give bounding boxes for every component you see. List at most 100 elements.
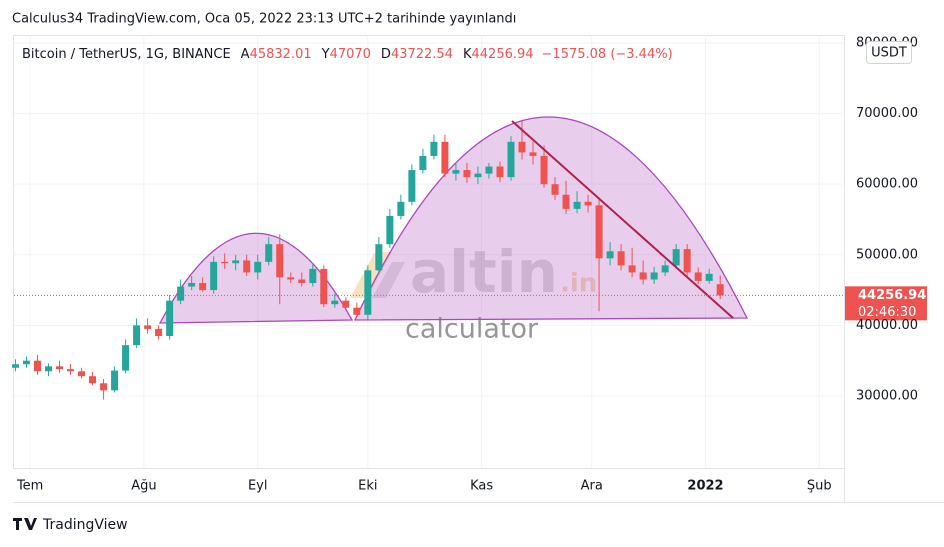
- candle-body: [441, 141, 449, 174]
- candle-body: [78, 371, 86, 377]
- candle-body: [33, 360, 41, 372]
- x-tick-label: 2022: [687, 479, 723, 494]
- candle-body: [705, 273, 713, 281]
- candle-body: [188, 283, 196, 287]
- ohlc-label: D: [381, 47, 391, 62]
- candle-body: [661, 265, 669, 273]
- y-tick-label: 30000.00: [856, 388, 918, 403]
- candle-body: [386, 215, 394, 245]
- symbol-title: Bitcoin / TetherUS, 1G, BINANCE: [22, 47, 231, 62]
- y-tick-label: 70000.00: [856, 106, 918, 121]
- published-note: Calculus34 TradingView.com, Oca 05, 2022…: [12, 12, 516, 27]
- candle-body: [353, 307, 361, 315]
- candle-body: [364, 270, 372, 315]
- ohlc-value: 44256.94: [472, 47, 534, 62]
- ohlc-value: 43722.54: [391, 47, 453, 62]
- watermark-suffix: .in: [560, 269, 597, 299]
- candle-body: [540, 155, 548, 185]
- ohlc-label: K: [463, 47, 472, 62]
- candle-body: [133, 325, 141, 346]
- drawings: [158, 116, 749, 324]
- candle-body: [518, 141, 526, 153]
- candle-body: [243, 260, 251, 273]
- candle-body: [716, 284, 724, 296]
- candle-body: [452, 170, 460, 174]
- candle-body: [89, 376, 97, 384]
- candle-body: [22, 360, 30, 365]
- candle-body: [430, 141, 438, 156]
- watermark-band: [382, 313, 562, 322]
- change: −1575.08 (−3.44%): [542, 47, 673, 62]
- candle-body: [463, 170, 471, 178]
- candle-body: [419, 155, 427, 171]
- y-tick-label: 50000.00: [856, 247, 918, 262]
- watermark-logo: [372, 262, 405, 298]
- ohlc-value: 45832.01: [250, 47, 312, 62]
- candle-body: [45, 366, 53, 372]
- last-price-label: 44256.94: [858, 288, 926, 303]
- candle-body: [100, 383, 108, 391]
- candle-body: [672, 249, 680, 266]
- candle-body: [67, 369, 75, 372]
- x-tick-label: Ağu: [131, 479, 156, 494]
- x-tick-label: Eyl: [248, 479, 268, 494]
- candle-body: [331, 300, 339, 305]
- candle-body: [529, 152, 537, 156]
- candle-body: [562, 194, 570, 209]
- grid: [14, 35, 845, 468]
- candle-body: [683, 249, 691, 273]
- candle-body: [694, 272, 702, 281]
- x-tick-label: Tem: [16, 479, 43, 494]
- currency-button[interactable]: [866, 41, 912, 64]
- countdown: 02:46:30: [858, 305, 916, 320]
- candle-body: [11, 364, 19, 368]
- candle-body: [166, 300, 174, 336]
- candle-body: [496, 166, 504, 178]
- watermark-brand: altin: [410, 238, 558, 306]
- candle-body: [397, 201, 405, 216]
- cup-shape: [158, 232, 354, 324]
- trend-line: [511, 120, 734, 319]
- currency[interactable]: USDT: [871, 46, 907, 61]
- candle-body: [298, 279, 306, 284]
- ohlc-value: 47070: [330, 47, 371, 62]
- candle-body: [408, 170, 416, 202]
- candle-body: [485, 166, 493, 174]
- candle-body: [628, 265, 636, 273]
- x-tick-label: Eki: [358, 479, 377, 494]
- candles: [11, 120, 724, 400]
- candle-body: [199, 283, 207, 291]
- ohlc-label: A: [241, 47, 250, 62]
- candle-body: [56, 366, 64, 370]
- candle-body: [639, 272, 647, 280]
- candle-body: [122, 345, 130, 371]
- y-tick-label: 60000.00: [856, 177, 918, 192]
- x-tick-label: Şub: [807, 479, 832, 494]
- candle-body: [606, 251, 614, 259]
- candle-body: [210, 261, 218, 291]
- candle-body: [584, 201, 592, 206]
- candle-body: [221, 261, 229, 264]
- x-tick-label: Ara: [581, 479, 603, 494]
- ohlc-label: Y: [321, 47, 330, 62]
- cup-shape: [353, 116, 749, 321]
- candle-body: [551, 184, 559, 195]
- candle-body: [474, 173, 482, 178]
- watermark: altin .in calculator: [350, 238, 597, 345]
- candle-body: [287, 277, 295, 280]
- candle-body: [265, 244, 273, 262]
- candle-body: [155, 328, 163, 336]
- footer-brand: TradingView: [42, 517, 128, 533]
- candle-body: [595, 205, 603, 259]
- candle-body: [342, 300, 350, 308]
- candle-body: [276, 244, 284, 278]
- candle-body: [232, 260, 240, 264]
- candle-body: [177, 286, 185, 301]
- candle-body: [617, 251, 625, 266]
- candle-body: [573, 201, 581, 209]
- candle-body: [254, 261, 262, 273]
- candle-body: [320, 268, 328, 305]
- legend: Bitcoin / TetherUS, 1G, BINANCE A45832.01…: [22, 47, 673, 62]
